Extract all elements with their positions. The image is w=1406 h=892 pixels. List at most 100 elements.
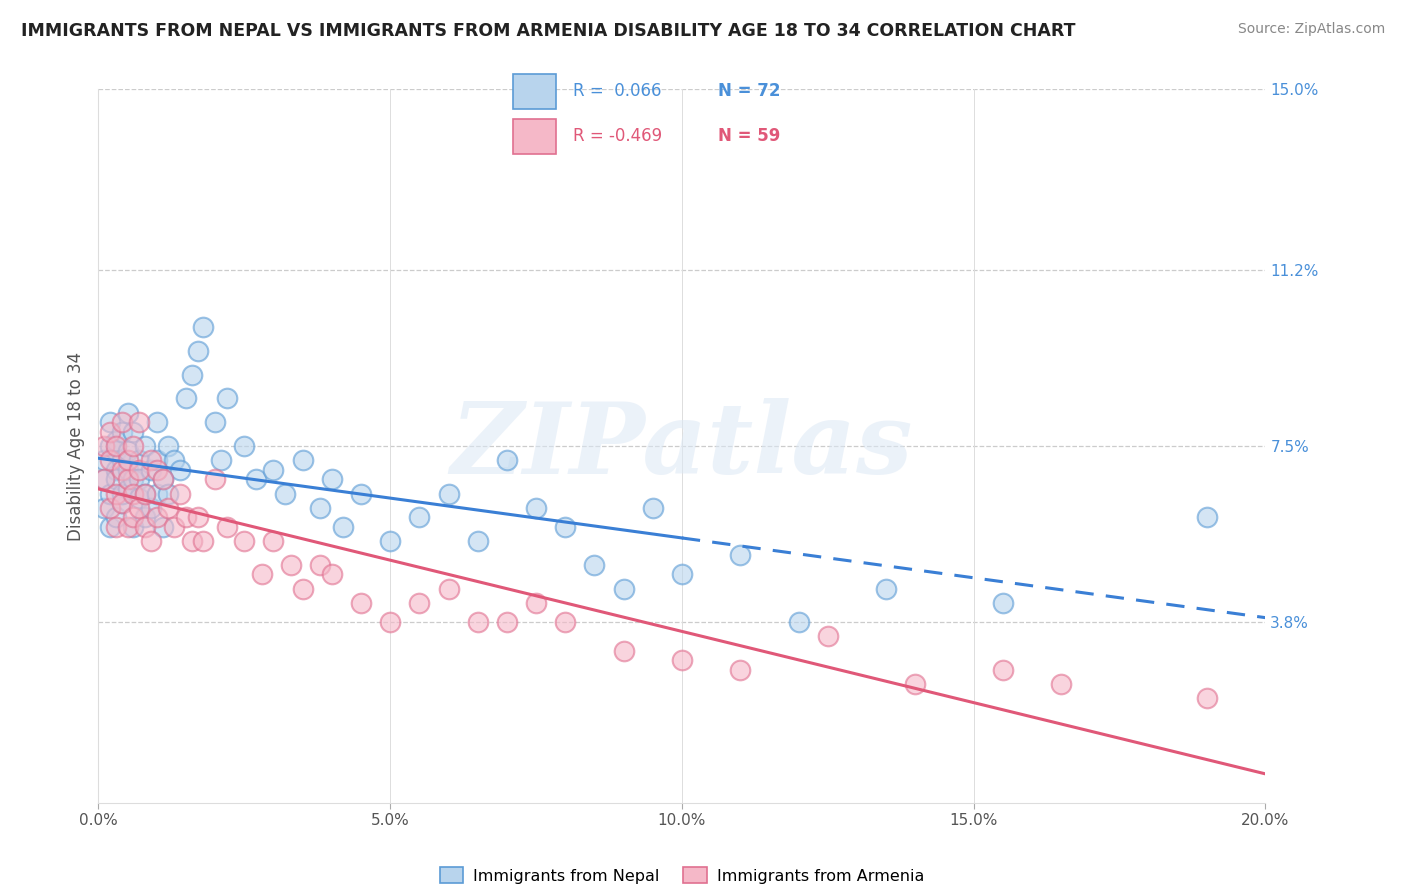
Point [146, 453, 169, 467]
Point [104, 434, 127, 449]
Point [262, 463, 284, 477]
Point [134, 510, 156, 524]
Point [671, 653, 693, 667]
Point [730, 549, 752, 563]
Point [93, 472, 115, 486]
Point [157, 500, 180, 515]
Point [111, 463, 134, 477]
Point [128, 415, 150, 429]
Point [262, 534, 284, 549]
Point [111, 486, 134, 500]
Point [111, 425, 134, 439]
Point [787, 615, 810, 629]
Text: ZIPatlas: ZIPatlas [451, 398, 912, 494]
Point [98, 425, 121, 439]
Point [524, 596, 547, 610]
Point [98, 439, 121, 453]
Point [496, 615, 519, 629]
Point [111, 415, 134, 429]
Point [437, 582, 460, 596]
Point [641, 500, 664, 515]
Point [134, 486, 156, 500]
Point [1195, 691, 1218, 706]
Point [139, 534, 162, 549]
Point [215, 392, 238, 406]
Text: N = 59: N = 59 [718, 128, 780, 145]
Point [187, 510, 209, 524]
Point [204, 472, 226, 486]
Point [139, 500, 162, 515]
Point [380, 534, 402, 549]
Point [152, 520, 174, 534]
Point [309, 500, 332, 515]
Point [332, 520, 354, 534]
Point [93, 439, 115, 453]
Point [134, 439, 156, 453]
Text: Source: ZipAtlas.com: Source: ZipAtlas.com [1237, 22, 1385, 37]
Point [128, 472, 150, 486]
Point [180, 534, 202, 549]
Point [111, 453, 134, 467]
Point [583, 558, 606, 572]
Point [104, 510, 127, 524]
Text: N = 72: N = 72 [718, 82, 780, 100]
Point [128, 500, 150, 515]
Point [122, 510, 145, 524]
Point [380, 615, 402, 629]
Point [117, 406, 139, 420]
Text: R = -0.469: R = -0.469 [574, 128, 662, 145]
Point [321, 472, 343, 486]
Point [128, 453, 150, 467]
Point [193, 320, 215, 334]
Point [104, 463, 127, 477]
Point [350, 596, 373, 610]
Point [180, 368, 202, 382]
Point [111, 496, 134, 510]
Point [280, 558, 302, 572]
Point [117, 453, 139, 467]
Point [128, 463, 150, 477]
Point [350, 486, 373, 500]
Point [612, 643, 634, 657]
Point [233, 439, 256, 453]
Point [146, 486, 169, 500]
Point [193, 534, 215, 549]
Point [139, 463, 162, 477]
Point [291, 582, 314, 596]
Point [991, 596, 1014, 610]
Point [104, 443, 127, 458]
Point [117, 520, 139, 534]
Point [991, 663, 1014, 677]
Point [496, 453, 519, 467]
Point [117, 443, 139, 458]
Point [817, 629, 839, 643]
Point [408, 510, 430, 524]
Point [93, 500, 115, 515]
Point [104, 520, 127, 534]
Point [554, 520, 576, 534]
Point [128, 491, 150, 506]
Point [875, 582, 897, 596]
Point [209, 453, 232, 467]
Point [104, 486, 127, 500]
Point [157, 439, 180, 453]
Point [98, 520, 121, 534]
Point [104, 472, 127, 486]
Point [215, 520, 238, 534]
Point [408, 596, 430, 610]
Y-axis label: Disability Age 18 to 34: Disability Age 18 to 34 [66, 351, 84, 541]
Point [730, 663, 752, 677]
Bar [513, 74, 557, 109]
Point [904, 677, 927, 691]
Point [122, 472, 145, 486]
Point [250, 567, 273, 582]
Point [174, 392, 197, 406]
Point [98, 500, 121, 515]
Point [1050, 677, 1073, 691]
Point [187, 343, 209, 358]
Text: R =  0.066: R = 0.066 [574, 82, 662, 100]
Point [245, 472, 267, 486]
Point [152, 472, 174, 486]
Point [554, 615, 576, 629]
Point [309, 558, 332, 572]
